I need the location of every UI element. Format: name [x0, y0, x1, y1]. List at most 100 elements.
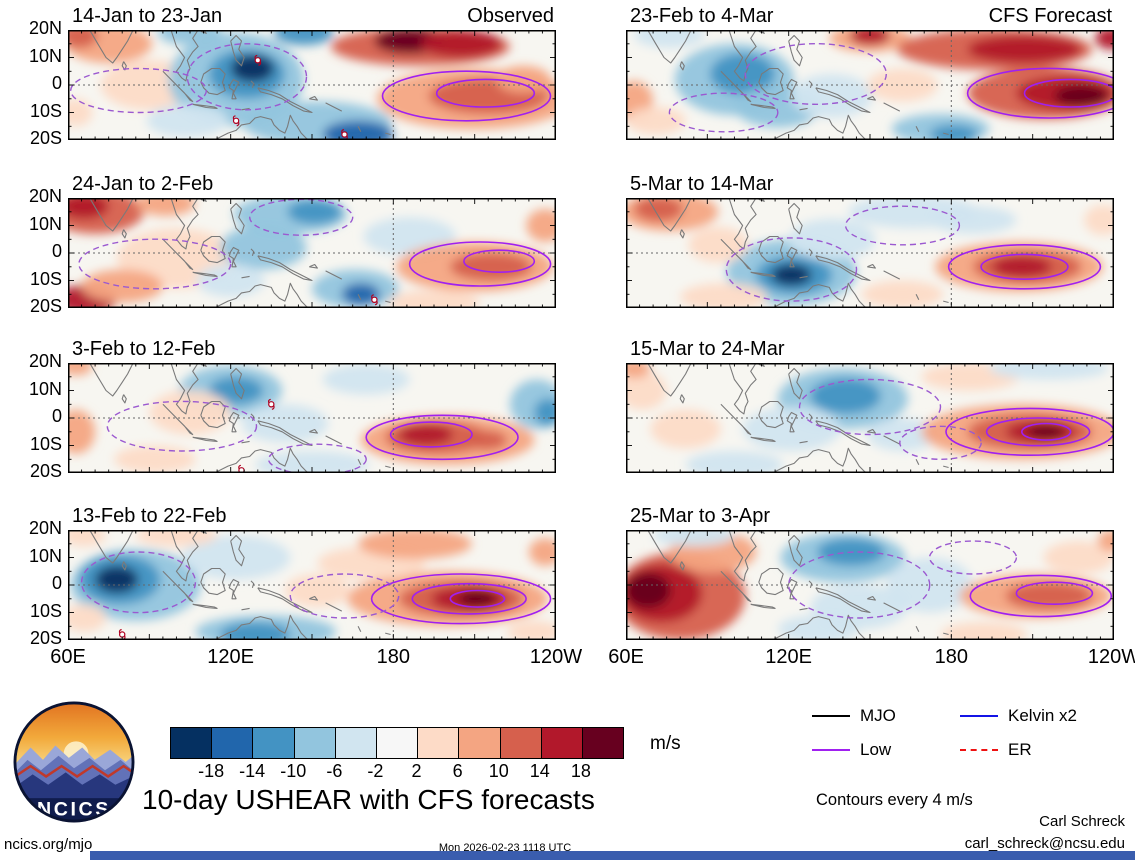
colorbar-tick-label: 18 — [570, 761, 591, 781]
map-plot — [68, 30, 556, 140]
panel-corner-label: CFS Forecast — [988, 5, 1112, 27]
y-axis-labels: 20N 10N 0 10S 20S — [8, 186, 62, 318]
colorbar-segment — [253, 728, 295, 758]
colorbar-tick-label: 2 — [411, 761, 422, 781]
panel-title: 3-Feb to 12-Feb — [72, 338, 216, 360]
figure-title: 10-day USHEAR with CFS forecasts — [142, 784, 595, 815]
panel-fcst-4: 25-Mar to 3-Apr — [626, 502, 1114, 640]
legend-label: ER — [1008, 740, 1032, 759]
units-label: m/s — [650, 733, 681, 754]
y-axis-labels: 20N 10N 0 10S 20S — [8, 18, 62, 150]
x-tick-label: 60E — [50, 646, 86, 668]
colorbar-segment — [212, 728, 254, 758]
y-tick-label: 20N — [28, 518, 62, 538]
credit-name: Carl Schreck — [1039, 813, 1125, 830]
ncics-logo-icon: NCICS — [12, 700, 136, 824]
logo-text: NCICS — [37, 799, 111, 821]
y-tick-label: 0 — [51, 573, 62, 593]
bottom-strip — [90, 851, 1135, 860]
low-line-swatch — [812, 749, 850, 751]
map-plot — [626, 198, 1114, 308]
y-tick-label: 10N — [28, 545, 62, 566]
x-tick-label: 120E — [765, 646, 812, 668]
map-plot — [68, 363, 556, 473]
legend-item-mjo: MJO — [812, 706, 960, 726]
x-tick-label: 120W — [529, 646, 583, 668]
site-url: ncics.org/mjo — [4, 836, 93, 853]
colorbar-segment — [459, 728, 501, 758]
legend-label: Low — [860, 740, 892, 759]
y-tick-label: 0 — [51, 73, 62, 93]
panel-obs-2: 24-Jan to 2-Feb — [68, 170, 556, 308]
y-tick-label: 20N — [28, 18, 62, 38]
colorbar-tick-label: 6 — [452, 761, 463, 781]
y-tick-label: 10N — [28, 378, 62, 399]
y-tick-label: 0 — [51, 406, 62, 426]
y-tick-label: 10S — [29, 100, 62, 121]
y-tick-label: 20S — [29, 128, 62, 148]
legend-item-low: Low — [812, 740, 960, 760]
colorbar-segment — [541, 728, 583, 758]
x-tick-label: 120W — [1087, 646, 1135, 668]
x-axis-labels: 60E 120E 180 120W — [50, 646, 582, 672]
colorbar-tick-label: -10 — [280, 761, 307, 781]
y-tick-label: 10S — [29, 600, 62, 621]
colorbar-tick-label: -6 — [326, 761, 343, 781]
mjo-line-swatch — [812, 715, 850, 717]
colorbar-segment — [376, 728, 419, 758]
y-tick-label: 20S — [29, 461, 62, 481]
y-tick-label: 10S — [29, 433, 62, 454]
colorbar-tick-label: 10 — [488, 761, 509, 781]
panel-title: 23-Feb to 4-Mar — [630, 5, 774, 27]
x-tick-label: 180 — [376, 646, 411, 668]
x-tick-label: 60E — [608, 646, 644, 668]
y-tick-label: 20N — [28, 351, 62, 371]
panel-obs-3: 3-Feb to 12-Feb — [68, 335, 556, 473]
credit-email: carl_schreck@ncsu.edu — [964, 835, 1125, 852]
panel-title: 13-Feb to 22-Feb — [72, 505, 227, 527]
panel-title: 15-Mar to 24-Mar — [630, 338, 785, 360]
colorbar-segment — [171, 728, 213, 758]
legend-item-kelvin: Kelvin x2 — [960, 706, 1135, 726]
panel-title: 25-Mar to 3-Apr — [630, 505, 771, 527]
y-tick-label: 10N — [28, 213, 62, 234]
panel-fcst-1: 23-Feb to 4-Mar CFS Forecast — [626, 2, 1114, 140]
y-axis-labels: 20N 10N 0 10S 20S — [8, 351, 62, 483]
y-tick-label: 20N — [28, 186, 62, 206]
panel-obs-1: 14-Jan to 23-Jan Observed — [68, 2, 556, 140]
y-tick-label: 20S — [29, 296, 62, 316]
y-tick-label: 10S — [29, 268, 62, 289]
colorbar-labels: -18 -14 -10 -6 -2 2 6 10 14 18 — [170, 761, 622, 783]
contours-note: Contours every 4 m/s — [816, 791, 973, 809]
colorbar-tick-label: 14 — [529, 761, 550, 781]
x-tick-label: 180 — [934, 646, 969, 668]
legend-label: MJO — [860, 706, 896, 725]
map-plot — [68, 530, 556, 640]
y-tick-label: 10N — [28, 45, 62, 66]
colorbar-segment — [500, 728, 542, 758]
kelvin-line-swatch — [960, 715, 998, 717]
colorbar-tick-label: -2 — [367, 761, 384, 781]
map-plot — [68, 198, 556, 308]
colorbar-segment — [582, 728, 624, 758]
colorbar-tick-label: -18 — [198, 761, 225, 781]
x-tick-label: 120E — [207, 646, 254, 668]
y-tick-label: 0 — [51, 241, 62, 261]
y-axis-labels: 20N 10N 0 10S 20S — [8, 518, 62, 650]
panel-title: 5-Mar to 14-Mar — [630, 173, 774, 195]
panel-corner-label: Observed — [467, 5, 554, 27]
map-plot — [626, 30, 1114, 140]
legend-item-er: ER — [960, 740, 1135, 760]
y-tick-label: 20S — [29, 628, 62, 648]
colorbar-segment — [335, 728, 377, 758]
panel-title: 24-Jan to 2-Feb — [72, 173, 214, 195]
colorbar-segment — [418, 728, 460, 758]
x-axis-labels: 60E 120E 180 120W — [608, 646, 1135, 672]
er-line-swatch — [960, 749, 998, 751]
colorbar-segment — [294, 728, 336, 758]
map-plot — [626, 363, 1114, 473]
panel-fcst-2: 5-Mar to 14-Mar — [626, 170, 1114, 308]
panel-obs-4: 13-Feb to 22-Feb — [68, 502, 556, 640]
legend-label: Kelvin x2 — [1008, 706, 1077, 725]
